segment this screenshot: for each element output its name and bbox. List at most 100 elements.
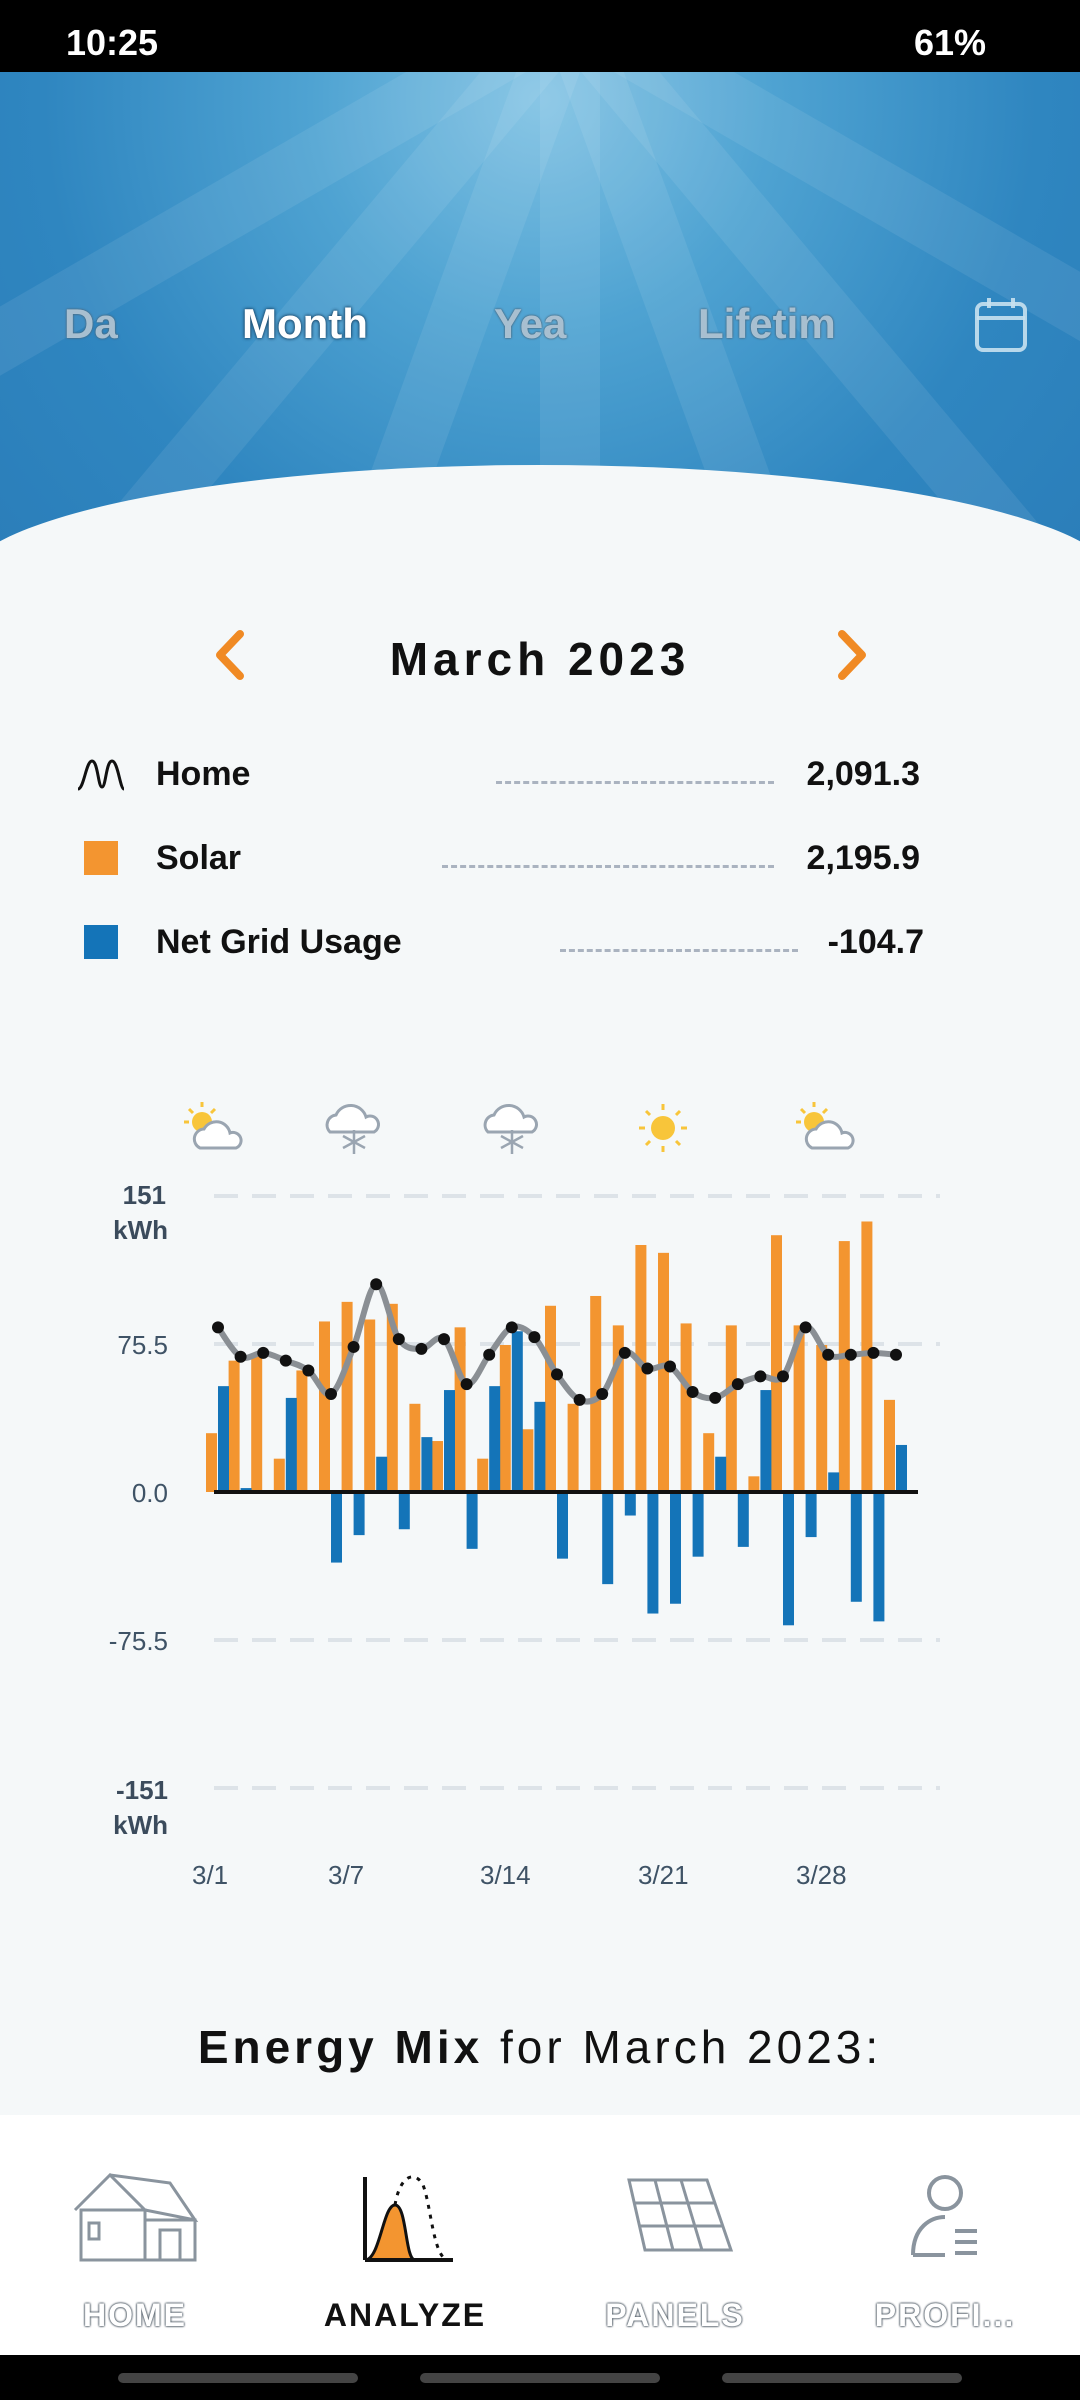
snow-cloud-icon — [325, 1104, 380, 1154]
nav-profile[interactable]: PROFI... — [810, 2115, 1080, 2355]
previous-month-chevron-icon[interactable] — [200, 620, 260, 690]
snow-cloud-icon — [483, 1104, 538, 1154]
grid-usage-bar — [737, 1492, 749, 1547]
solar-bar — [206, 1433, 217, 1492]
home-usage-point — [573, 1393, 586, 1406]
solar-bar — [635, 1245, 647, 1492]
solar-bar — [273, 1458, 285, 1492]
legend-home-label: Home — [156, 755, 251, 793]
nav-home[interactable]: HOME — [0, 2115, 270, 2355]
home-usage-point — [799, 1321, 812, 1334]
home-usage-point — [731, 1378, 744, 1391]
solar-bar — [545, 1305, 556, 1492]
partly-cloudy-icon — [796, 1102, 855, 1150]
grid-usage-bar — [466, 1492, 478, 1549]
profile-icon — [911, 2175, 977, 2257]
energy-mix-title: Energy Mix for March 2023: — [0, 2020, 1080, 2074]
grid-usage-bar — [557, 1492, 568, 1559]
home-usage-point — [325, 1387, 337, 1400]
grid-usage-bar — [670, 1492, 681, 1604]
blue-square-icon — [84, 925, 118, 959]
home-usage-point — [686, 1386, 699, 1399]
x-label: 3/7 — [328, 1860, 365, 1890]
home-usage-point — [415, 1342, 428, 1355]
tab-month[interactable]: Month — [242, 300, 368, 347]
legend-grid-value: -104.7 — [827, 923, 924, 961]
legend-grid: Net Grid Usage -104.7 — [0, 913, 1080, 973]
y-label-top: 151 — [122, 1180, 166, 1210]
grid-usage-bar — [692, 1492, 704, 1557]
legend-grid-label: Net Grid Usage — [156, 923, 402, 961]
solar-bar — [725, 1325, 737, 1492]
solar-bar — [771, 1235, 782, 1492]
nav-panels-label: PANELS — [605, 2297, 745, 2333]
status-battery: 61% — [913, 22, 986, 63]
orange-square-icon — [84, 841, 118, 875]
home-usage-point — [370, 1278, 383, 1291]
legend-home: Home 2,091.3 — [0, 745, 1080, 805]
home-usage-point — [505, 1321, 518, 1334]
grid-usage-bar — [489, 1386, 501, 1492]
solar-panel-icon — [627, 2178, 734, 2252]
solar-bar — [341, 1301, 353, 1492]
legend-divider — [442, 865, 774, 868]
home-usage-point — [212, 1321, 224, 1334]
gesture-pill — [420, 2373, 660, 2383]
home-usage-point — [460, 1378, 473, 1391]
home-usage-point — [528, 1331, 541, 1344]
status-time: 10:25 — [66, 22, 159, 63]
grid-usage-bar — [715, 1456, 727, 1492]
y-label-bottom: -151 — [115, 1775, 168, 1805]
home-usage-point — [844, 1348, 857, 1361]
grid-usage-bar — [624, 1492, 636, 1516]
grid-usage-bar — [331, 1492, 342, 1563]
solar-bar — [364, 1319, 376, 1492]
home-usage-point — [822, 1348, 835, 1361]
legend-divider — [496, 781, 774, 784]
home-usage-point — [664, 1360, 676, 1373]
home-usage-point — [777, 1370, 789, 1383]
solar-bar — [658, 1252, 669, 1492]
calendar-icon[interactable] — [974, 296, 1028, 354]
solar-bar — [793, 1325, 805, 1492]
home-usage-point — [890, 1348, 902, 1361]
content-panel — [0, 465, 1080, 2165]
solar-bar — [884, 1399, 895, 1492]
next-month-chevron-icon[interactable] — [822, 620, 882, 690]
sun-icon — [639, 1104, 687, 1152]
nav-panels[interactable]: PANELS — [540, 2115, 810, 2355]
grid-usage-bar — [511, 1331, 523, 1492]
solar-bar — [386, 1303, 398, 1492]
x-label: 3/21 — [638, 1860, 689, 1890]
y-label-lower: -75.5 — [108, 1626, 168, 1656]
home-usage-point — [483, 1348, 496, 1361]
tab-day[interactable]: Da — [64, 300, 118, 347]
bottom-navigation: HOME ANALYZE PANELS — [0, 2115, 1080, 2355]
energy-mix-bold: Energy Mix — [197, 2021, 484, 2073]
home-usage-point — [867, 1346, 880, 1359]
tab-year[interactable]: Yea — [494, 300, 567, 347]
home-usage-point — [754, 1370, 767, 1383]
grid-usage-bar — [850, 1492, 862, 1602]
grid-usage-bar — [828, 1472, 840, 1492]
grid-usage-bar — [602, 1492, 614, 1585]
grid-usage-bar — [896, 1444, 907, 1492]
grid-usage-bar — [534, 1401, 546, 1492]
solar-bar — [319, 1321, 330, 1492]
home-usage-point — [302, 1364, 315, 1377]
period-tabs: Da Month Yea Lifetim — [0, 300, 1080, 360]
month-title: March 2023 — [389, 633, 691, 685]
grid-usage-bar — [760, 1390, 772, 1492]
tab-lifetime[interactable]: Lifetim — [698, 300, 836, 347]
y-label-upper: 75.5 — [117, 1330, 168, 1360]
solar-bar — [816, 1344, 828, 1492]
solar-bar — [409, 1403, 421, 1492]
solar-bar — [703, 1433, 715, 1492]
home-usage-point — [234, 1350, 247, 1363]
solar-bar — [838, 1241, 850, 1492]
grid-usage-bar — [285, 1397, 297, 1492]
nav-analyze[interactable]: ANALYZE — [270, 2115, 540, 2355]
home-usage-point — [347, 1340, 360, 1353]
x-label: 3/28 — [796, 1860, 847, 1890]
legend-solar-label: Solar — [156, 839, 242, 877]
